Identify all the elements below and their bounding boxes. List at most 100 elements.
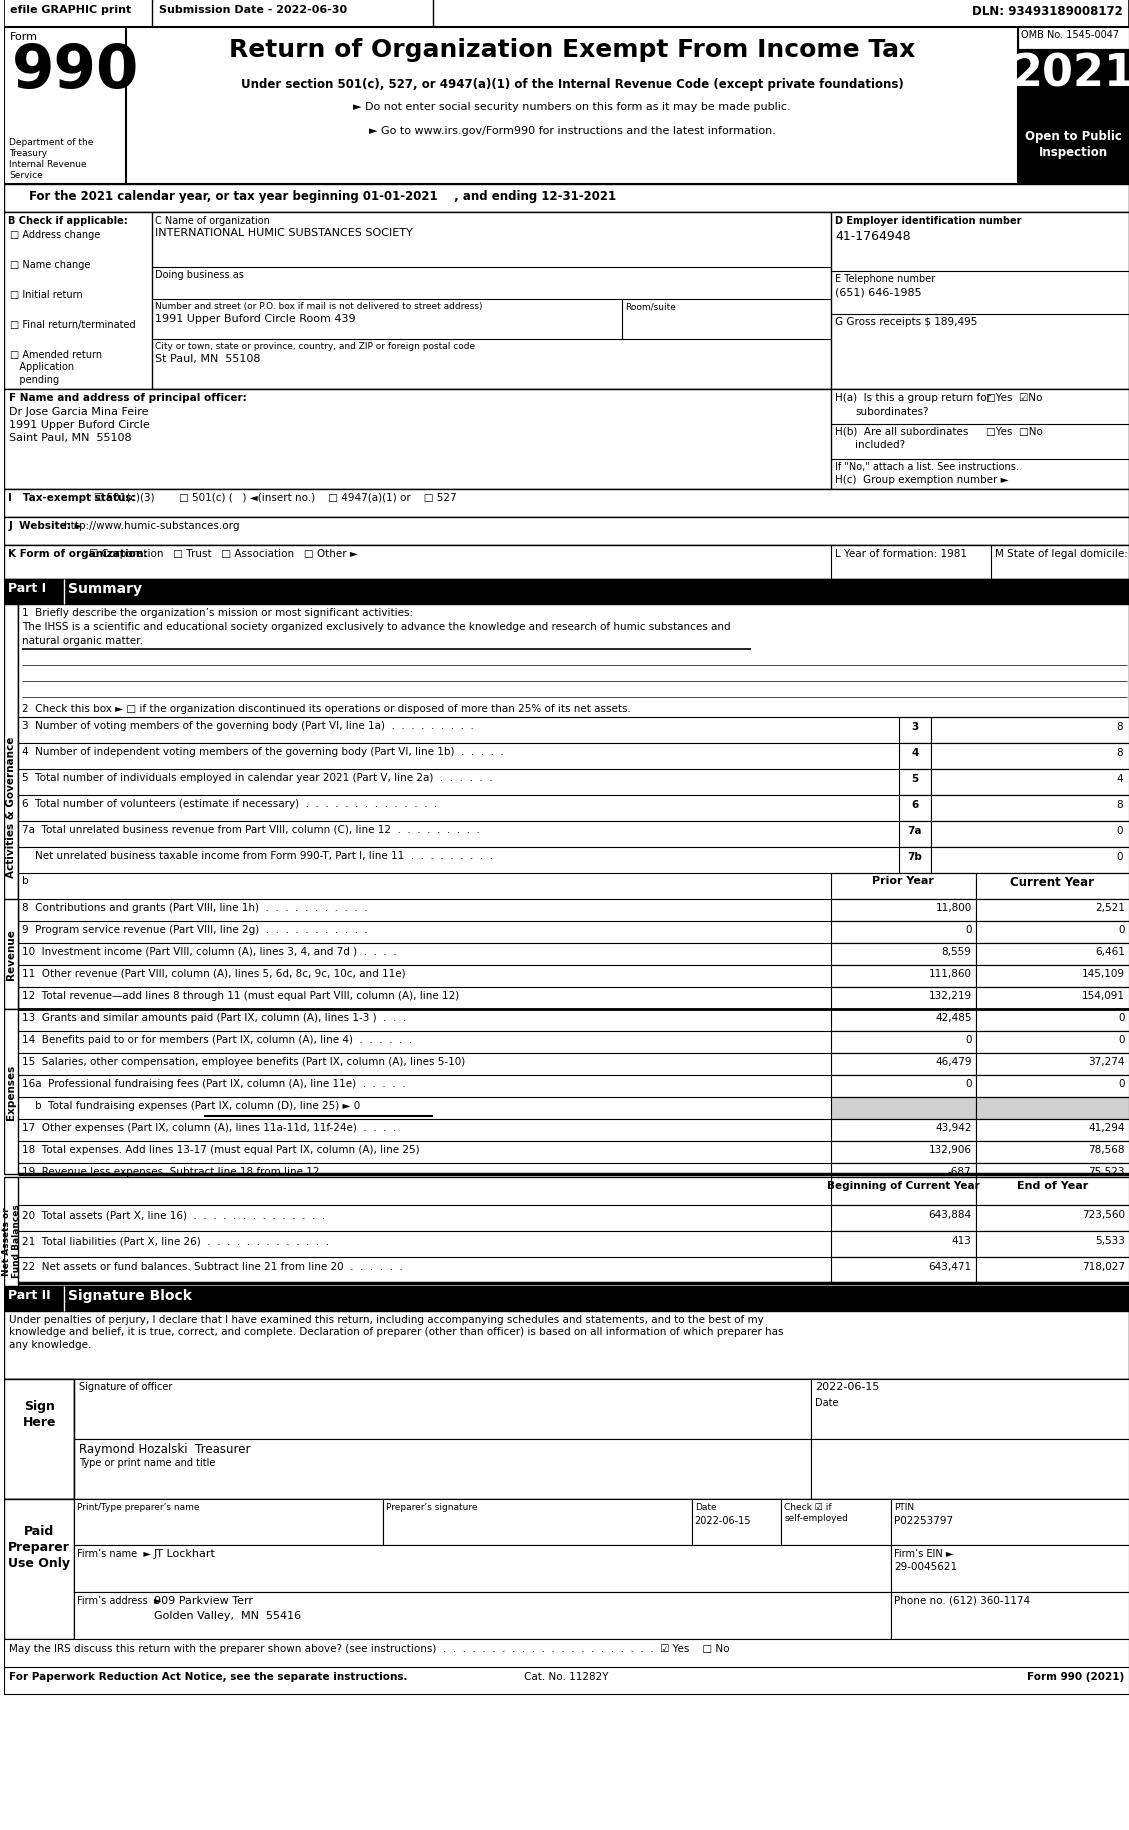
Bar [891, 1592, 1129, 1640]
Text: H(c)  Group exemption number ►: H(c) Group exemption number ► [835, 474, 1008, 485]
Text: INTERNATIONAL HUMIC SUBSTANCES SOCIETY: INTERNATIONAL HUMIC SUBSTANCES SOCIETY [155, 229, 412, 238]
Text: St Paul, MN  55108: St Paul, MN 55108 [155, 353, 260, 364]
Text: Number and street (or P.O. box if mail is not delivered to street address): Number and street (or P.O. box if mail i… [155, 302, 482, 311]
Bar [975, 966, 1129, 988]
Bar [75, 1592, 891, 1640]
Bar [899, 847, 930, 873]
Text: 43,942: 43,942 [935, 1122, 972, 1133]
Text: 8: 8 [1117, 800, 1123, 809]
Bar [975, 1232, 1129, 1257]
Bar [5, 1380, 1129, 1499]
Bar [5, 27, 1129, 185]
Bar [831, 1164, 975, 1186]
Bar [975, 1164, 1129, 1186]
Text: Sign
Here: Sign Here [23, 1400, 56, 1427]
Bar [831, 900, 975, 922]
Bar [831, 1177, 975, 1206]
Text: 46,479: 46,479 [935, 1056, 972, 1067]
Text: Net unrelated business taxable income from Form 990-T, Part I, line 11  .  .  . : Net unrelated business taxable income fr… [23, 851, 493, 860]
Text: 4  Number of independent voting members of the governing body (Part VI, line 1b): 4 Number of independent voting members o… [23, 747, 504, 756]
Text: Prior Year: Prior Year [873, 875, 935, 886]
Text: Signature Block: Signature Block [68, 1288, 192, 1303]
Text: The IHSS is a scientific and educational society organized exclusively to advanc: The IHSS is a scientific and educational… [23, 622, 730, 631]
Text: Cat. No. 11282Y: Cat. No. 11282Y [524, 1671, 609, 1682]
Text: 1991 Upper Buford Circle: 1991 Upper Buford Circle [9, 419, 150, 430]
Text: 0: 0 [965, 1078, 972, 1089]
Bar [831, 1257, 975, 1283]
Text: 19  Revenue less expenses. Subtract line 18 from line 12  .  .  .  .  .  .  .  .: 19 Revenue less expenses. Subtract line … [23, 1166, 399, 1177]
Text: Preparer’s signature: Preparer’s signature [386, 1502, 478, 1512]
Text: End of Year: End of Year [1017, 1180, 1088, 1190]
Bar [1018, 27, 1129, 49]
Bar [891, 1545, 1129, 1592]
Text: 643,884: 643,884 [928, 1210, 972, 1219]
Bar [5, 900, 18, 1010]
Text: Phone no. (612) 360-1174: Phone no. (612) 360-1174 [894, 1596, 1030, 1605]
Text: Signature of officer: Signature of officer [79, 1382, 173, 1391]
Text: Part II: Part II [8, 1288, 51, 1301]
Text: 17  Other expenses (Part IX, column (A), lines 11a-11d, 11f-24e)  .  .  .  .: 17 Other expenses (Part IX, column (A), … [23, 1122, 396, 1133]
Text: I   Tax-exempt status:: I Tax-exempt status: [8, 492, 135, 503]
Bar [5, 1640, 1129, 1669]
Bar [5, 0, 1129, 27]
Bar [930, 743, 1129, 770]
Text: 8,559: 8,559 [942, 946, 972, 957]
Text: M State of legal domicile: CO: M State of legal domicile: CO [995, 549, 1129, 558]
Text: Raymond Hozalski  Treasurer: Raymond Hozalski Treasurer [79, 1442, 251, 1455]
Text: 4: 4 [911, 748, 919, 758]
Bar [692, 1499, 781, 1545]
Text: 5,533: 5,533 [1095, 1235, 1124, 1246]
Text: 718,027: 718,027 [1082, 1261, 1124, 1272]
Bar [831, 873, 975, 900]
Bar [831, 1142, 975, 1164]
Bar [5, 518, 1129, 545]
Text: DLN: 93493189008172: DLN: 93493189008172 [972, 5, 1123, 18]
Bar [831, 1206, 975, 1232]
Text: Net Assets or
Fund Balances: Net Assets or Fund Balances [1, 1204, 21, 1277]
Text: 5  Total number of individuals employed in calendar year 2021 (Part V, line 2a) : 5 Total number of individuals employed i… [23, 772, 493, 783]
Text: 1991 Upper Buford Circle Room 439: 1991 Upper Buford Circle Room 439 [155, 313, 356, 324]
Text: 132,219: 132,219 [928, 990, 972, 1001]
Text: H(b)  Are all subordinates: H(b) Are all subordinates [835, 426, 969, 437]
Text: Firm’s EIN ►: Firm’s EIN ► [894, 1548, 953, 1557]
Text: natural organic matter.: natural organic matter. [23, 635, 143, 646]
Text: 22  Net assets or fund balances. Subtract line 21 from line 20  .  .  .  .  .  .: 22 Net assets or fund balances. Subtract… [23, 1261, 403, 1272]
Text: JT Lockhart: JT Lockhart [154, 1548, 216, 1557]
Bar [975, 1257, 1129, 1283]
Text: P02253797: P02253797 [894, 1515, 953, 1524]
Bar [5, 1286, 1129, 1312]
Text: 6,461: 6,461 [1095, 946, 1124, 957]
Text: 8: 8 [1117, 748, 1123, 758]
Bar [831, 1054, 975, 1076]
Text: 16a  Professional fundraising fees (Part IX, column (A), line 11e)  .  .  .  .  : 16a Professional fundraising fees (Part … [23, 1078, 405, 1089]
Bar [75, 1545, 891, 1592]
Bar [831, 966, 975, 988]
Text: 6: 6 [911, 800, 918, 809]
Bar [975, 1076, 1129, 1098]
Text: http://www.humic-substances.org: http://www.humic-substances.org [64, 522, 239, 531]
Text: J  Website: ►: J Website: ► [8, 522, 82, 531]
Bar [5, 1312, 1129, 1380]
Text: Return of Organization Exempt From Income Tax: Return of Organization Exempt From Incom… [229, 38, 916, 62]
Text: B Check if applicable:: B Check if applicable: [8, 216, 128, 225]
Bar [831, 1076, 975, 1098]
Text: 2,521: 2,521 [1095, 902, 1124, 913]
Bar [930, 847, 1129, 873]
Text: Department of the
Treasury
Internal Revenue
Service: Department of the Treasury Internal Reve… [9, 137, 94, 179]
Text: 2022-06-15: 2022-06-15 [815, 1382, 879, 1391]
Text: Type or print name and title: Type or print name and title [79, 1457, 216, 1468]
Text: Part I: Part I [8, 582, 46, 595]
Bar [975, 922, 1129, 944]
Bar [5, 545, 1129, 580]
Text: ► Go to www.irs.gov/Form990 for instructions and the latest information.: ► Go to www.irs.gov/Form990 for instruct… [369, 126, 776, 135]
Bar [975, 1032, 1129, 1054]
Bar [930, 770, 1129, 796]
Bar [930, 717, 1129, 743]
Text: 0: 0 [1117, 851, 1123, 862]
Text: 11  Other revenue (Part VIII, column (A), lines 5, 6d, 8c, 9c, 10c, and 11e): 11 Other revenue (Part VIII, column (A),… [23, 968, 405, 979]
Text: For Paperwork Reduction Act Notice, see the separate instructions.: For Paperwork Reduction Act Notice, see … [9, 1671, 408, 1682]
Text: G Gross receipts $ 189,495: G Gross receipts $ 189,495 [835, 317, 978, 328]
Text: For the 2021 calendar year, or tax year beginning 01-01-2021    , and ending 12-: For the 2021 calendar year, or tax year … [29, 190, 616, 203]
Text: 145,109: 145,109 [1082, 968, 1124, 979]
Text: If "No," attach a list. See instructions.: If "No," attach a list. See instructions… [835, 461, 1019, 472]
